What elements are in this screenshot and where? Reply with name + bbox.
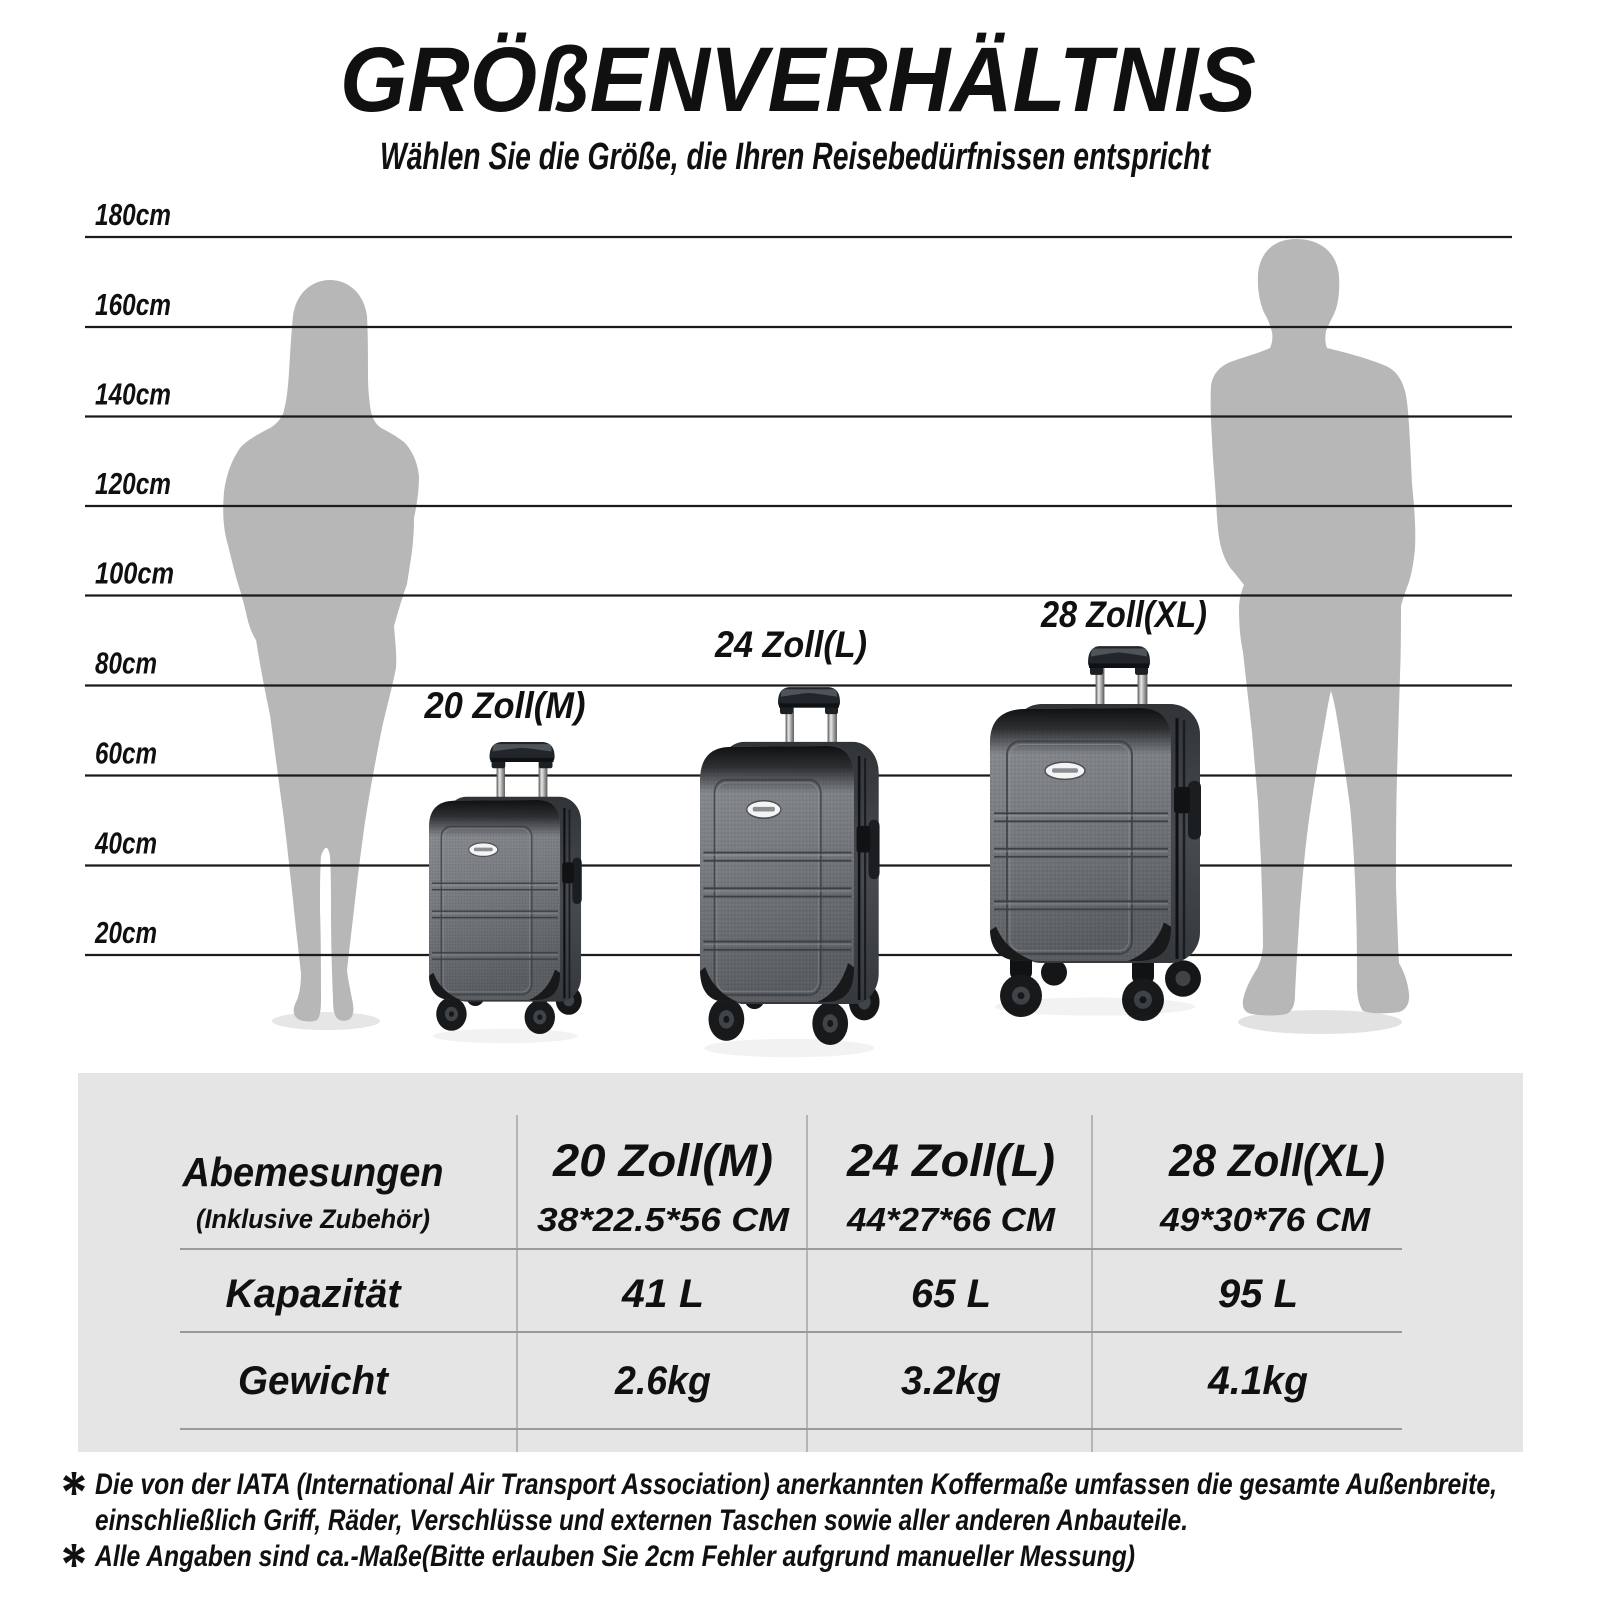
svg-text:einschließlich Griff, Räder, V: einschließlich Griff, Räder, Verschlüsse… (95, 1504, 1188, 1537)
svg-text:28 Zoll(XL): 28 Zoll(XL) (1168, 1135, 1385, 1186)
svg-text:Gewicht: Gewicht (238, 1359, 390, 1403)
svg-text:80cm: 80cm (95, 646, 157, 681)
svg-text:Alle Angaben sind ca.-Maße(Bit: Alle Angaben sind ca.-Maße(Bitte erlaube… (94, 1540, 1135, 1573)
svg-text:20 Zoll(M): 20 Zoll(M) (424, 685, 586, 726)
svg-text:41 L: 41 L (621, 1272, 704, 1316)
svg-text:20cm: 20cm (94, 915, 157, 950)
svg-text:Wählen Sie die Größe, die Ihre: Wählen Sie die Größe, die Ihren Reisebed… (380, 136, 1211, 178)
svg-text:40cm: 40cm (94, 826, 157, 861)
svg-text:20 Zoll(M): 20 Zoll(M) (552, 1135, 773, 1186)
svg-text:4.1kg: 4.1kg (1207, 1359, 1308, 1403)
svg-text:Abemesungen: Abemesungen (182, 1149, 444, 1195)
svg-text:Kapazität: Kapazität (226, 1272, 403, 1316)
svg-text:28 Zoll(XL): 28 Zoll(XL) (1040, 594, 1207, 635)
svg-text:24 Zoll(L): 24 Zoll(L) (714, 624, 867, 665)
svg-text:2.6kg: 2.6kg (614, 1359, 711, 1403)
svg-text:44*27*66 CM: 44*27*66 CM (846, 1201, 1057, 1238)
svg-text:65 L: 65 L (911, 1272, 991, 1316)
svg-text:95 L: 95 L (1218, 1272, 1298, 1316)
svg-text:160cm: 160cm (95, 287, 171, 322)
svg-text:(Inklusive Zubehör): (Inklusive Zubehör) (196, 1204, 430, 1234)
svg-text:120cm: 120cm (95, 466, 171, 501)
svg-text:Die von der IATA (Internationa: Die von der IATA (International Air Tran… (95, 1468, 1497, 1501)
svg-text:180cm: 180cm (95, 197, 171, 232)
svg-text:GRÖßENVERHÄLTNIS: GRÖßENVERHÄLTNIS (340, 29, 1256, 131)
svg-text:49*30*76 CM: 49*30*76 CM (1159, 1201, 1372, 1238)
svg-text:24 Zoll(L): 24 Zoll(L) (846, 1135, 1055, 1186)
svg-text:60cm: 60cm (95, 736, 157, 771)
svg-text:3.2kg: 3.2kg (901, 1359, 1001, 1403)
svg-text:100cm: 100cm (95, 556, 174, 591)
svg-text:38*22.5*56 CM: 38*22.5*56 CM (537, 1201, 791, 1238)
svg-text:140cm: 140cm (95, 377, 171, 412)
